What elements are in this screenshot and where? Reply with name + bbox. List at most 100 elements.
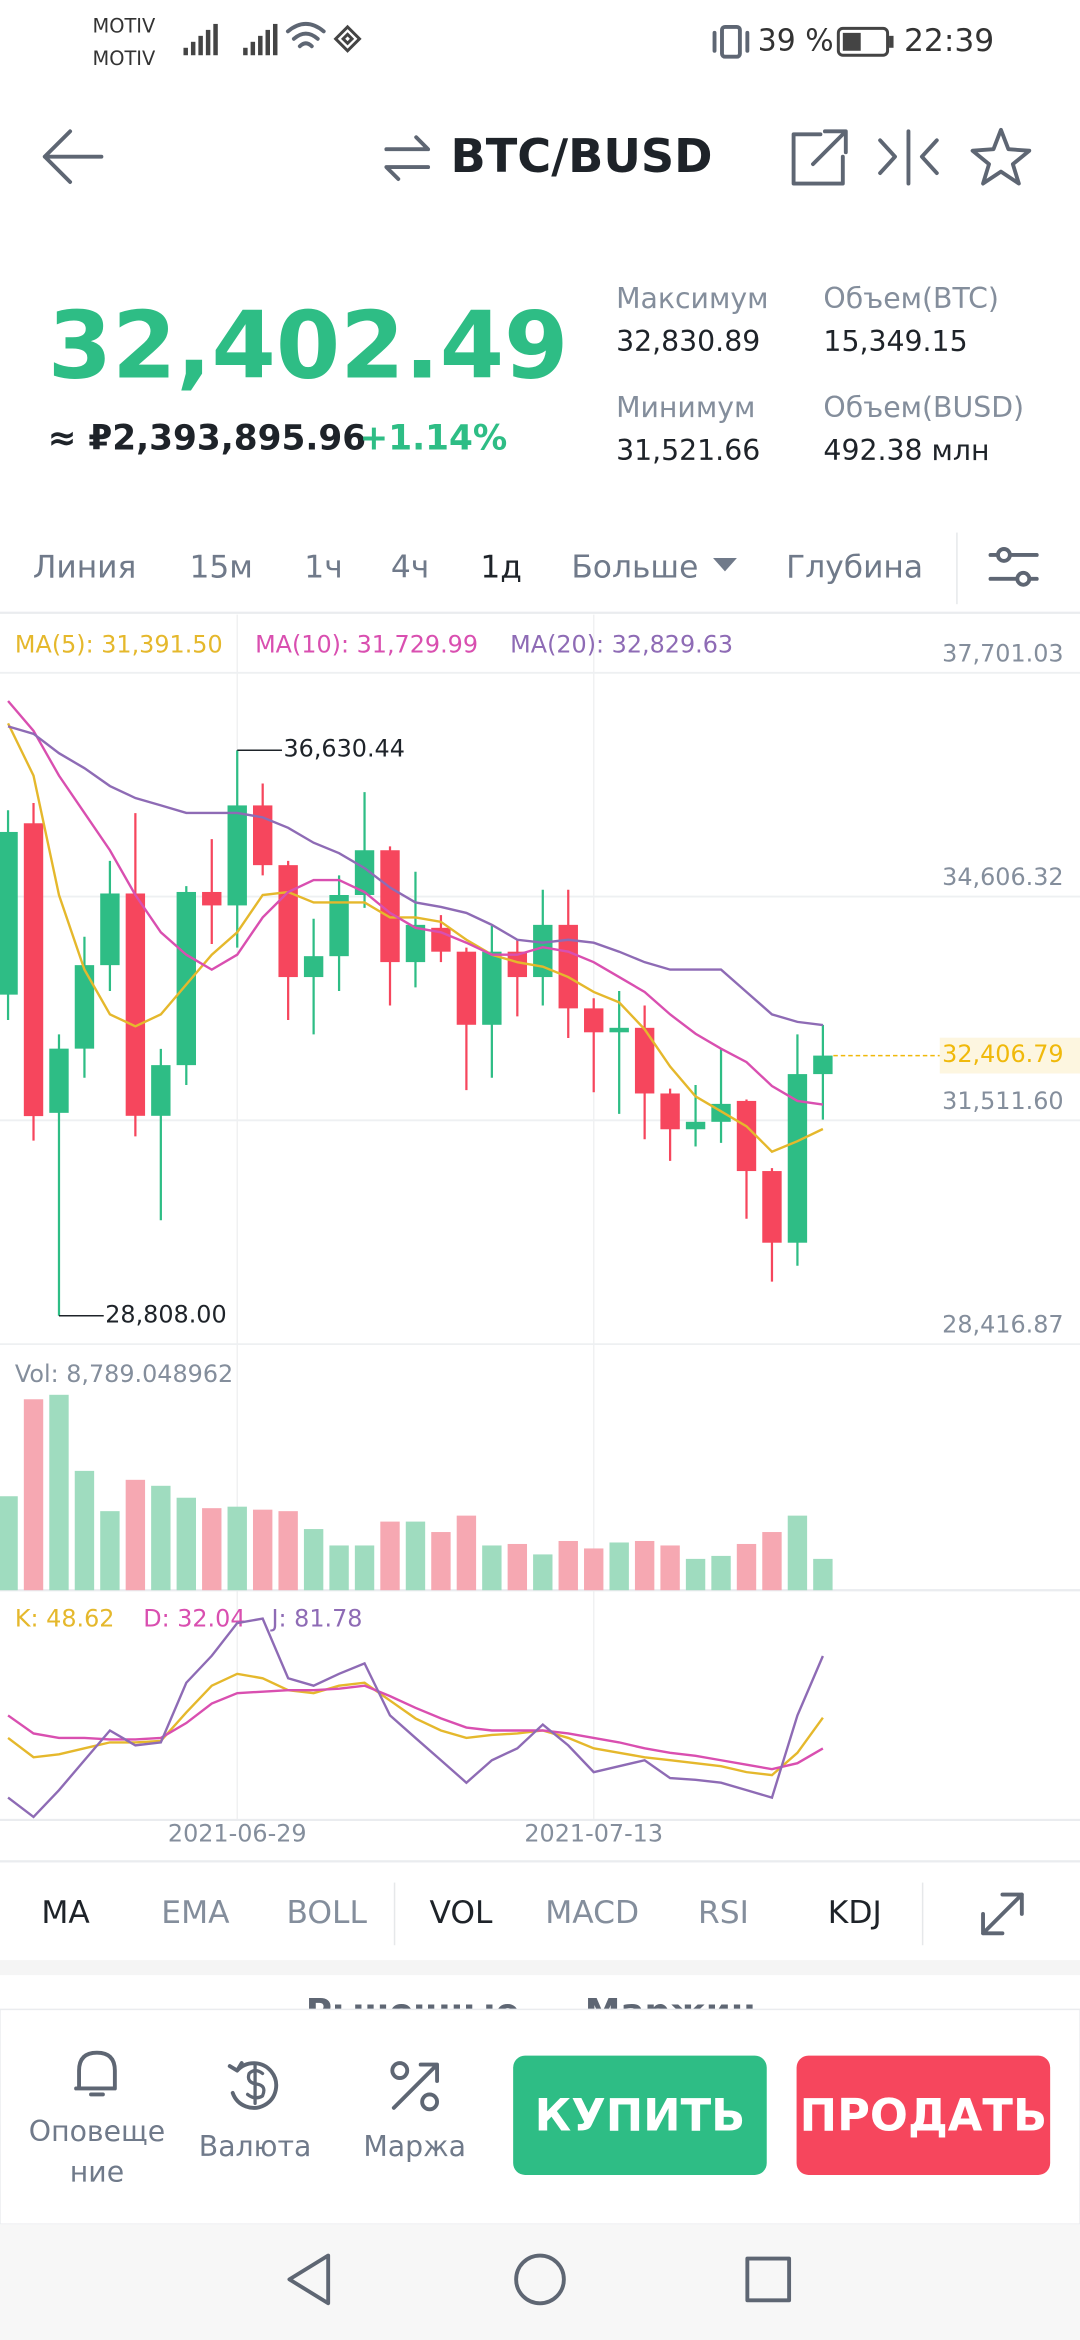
nav-recent[interactable] [745, 2256, 792, 2303]
share-button[interactable] [791, 129, 848, 186]
ma-line [7, 725, 824, 1027]
candle-body [151, 1065, 171, 1116]
settings-button[interactable] [988, 547, 1039, 587]
candle-body [23, 823, 44, 1117]
volume-bar [711, 1555, 731, 1591]
interval-tab[interactable]: 15м [189, 549, 252, 585]
volume-bar [125, 1479, 146, 1591]
fullscreen-button[interactable] [981, 1892, 1024, 1936]
divider [393, 1882, 396, 1946]
action-label[interactable]: Валюта [199, 2130, 312, 2163]
volume-bar [23, 1399, 44, 1591]
indicator-tab-active[interactable]: MA [41, 1895, 90, 1931]
candle-body [634, 1027, 655, 1094]
candle-body [329, 895, 349, 957]
stat-value: 31,521.66 [616, 434, 760, 467]
candle-body [558, 924, 578, 1009]
nav-home[interactable] [514, 2253, 566, 2306]
wifi-icon [285, 21, 326, 49]
candle-body [125, 893, 146, 1116]
volume-bar [380, 1521, 400, 1591]
currency-icon[interactable] [227, 2061, 279, 2110]
clock: 22:39 [904, 23, 994, 59]
candle-body [278, 865, 298, 978]
candle-body [609, 1027, 629, 1033]
carrier: MOTIV [92, 14, 156, 37]
fiat-price: ≈ ₽2,393,895.96 [48, 419, 366, 459]
interval-tab[interactable]: Линия [33, 549, 137, 585]
swap-icon[interactable] [384, 135, 431, 181]
interval-tab[interactable]: Больше [571, 549, 698, 585]
action-label[interactable]: ние [70, 2155, 124, 2188]
buy-label[interactable]: КУПИТЬ [535, 2088, 746, 2141]
interval-tab[interactable]: Глубина [786, 549, 923, 585]
action-label[interactable]: Оповеще [29, 2115, 165, 2148]
indicator-tab-active[interactable]: KDJ [828, 1895, 882, 1931]
indicator-tab[interactable]: RSI [698, 1895, 749, 1931]
sell-label[interactable]: ПРОДАТЬ [800, 2088, 1047, 2141]
candle-body [252, 805, 273, 866]
carrier: MOTIV [92, 47, 156, 70]
candle-body [0, 831, 18, 995]
annotation-label: 36,630.44 [283, 735, 404, 763]
indicator-tab[interactable]: BOLL [286, 1895, 367, 1931]
back-button[interactable] [42, 129, 104, 184]
candle-body [685, 1121, 706, 1130]
volume-bar [227, 1506, 247, 1591]
kdj-line [7, 1672, 824, 1777]
volume-bar [278, 1511, 298, 1591]
volume-bar [558, 1540, 578, 1591]
interval-tab[interactable]: 1ч [304, 549, 342, 585]
volume-bar [634, 1540, 655, 1591]
candle-body [380, 850, 400, 963]
volume-bar [507, 1543, 528, 1591]
stat-value: 32,830.89 [616, 325, 760, 358]
candle-body [303, 956, 324, 978]
annotation-label: 28,808.00 [105, 1300, 226, 1328]
legend-entry: MA(20): 32,829.63 [510, 630, 733, 658]
order-panel [0, 1975, 1080, 2011]
candle-body [100, 893, 120, 966]
volume-bar [252, 1509, 273, 1591]
stat-value: 15,349.15 [823, 325, 967, 358]
interval-tab[interactable]: 4ч [391, 549, 429, 585]
volume-bar [176, 1497, 196, 1591]
action-label[interactable]: Маржа [363, 2130, 466, 2163]
volume-bar [151, 1485, 171, 1591]
buy-button[interactable] [513, 2055, 767, 2175]
indicator-tab[interactable]: EMA [161, 1895, 230, 1931]
volume-bar [660, 1545, 680, 1591]
legend-entry: MA(5): 31,391.50 [15, 630, 223, 658]
vibrate-icon [712, 24, 750, 59]
y-tick-label: 34,606.32 [942, 863, 1063, 891]
divider [0, 1860, 1080, 1863]
volume-bar [431, 1532, 451, 1591]
divider [0, 611, 1080, 614]
indicator-tab[interactable]: MACD [545, 1895, 639, 1931]
volume-bar [100, 1511, 120, 1591]
sell-button[interactable] [796, 2055, 1051, 2175]
battery-icon [836, 26, 894, 57]
ma-line [7, 700, 824, 1106]
indicator-tab-active[interactable]: VOL [429, 1895, 493, 1931]
nav-back[interactable] [287, 2253, 331, 2306]
candle-body [49, 1048, 69, 1113]
volume-bar [202, 1508, 222, 1591]
legend-entry: J: 81.78 [269, 1605, 362, 1633]
volume-bar [584, 1548, 604, 1591]
candle-body [787, 1074, 808, 1243]
volume-bar [736, 1543, 757, 1591]
ma-line [6, 722, 824, 1154]
candle-body [456, 951, 477, 1025]
stat-label: Минимум [616, 391, 755, 424]
last-price-tag [939, 1037, 1080, 1074]
volume-label: Vol: 8,789.048962 [15, 1360, 233, 1388]
margin-icon[interactable] [390, 2061, 440, 2112]
favorite-button[interactable] [970, 127, 1032, 186]
compare-button[interactable] [878, 129, 939, 186]
interval-tab-active[interactable]: 1д [480, 549, 522, 585]
alert-icon[interactable] [74, 2050, 117, 2097]
stat-value: 492.38 млн [823, 434, 989, 467]
